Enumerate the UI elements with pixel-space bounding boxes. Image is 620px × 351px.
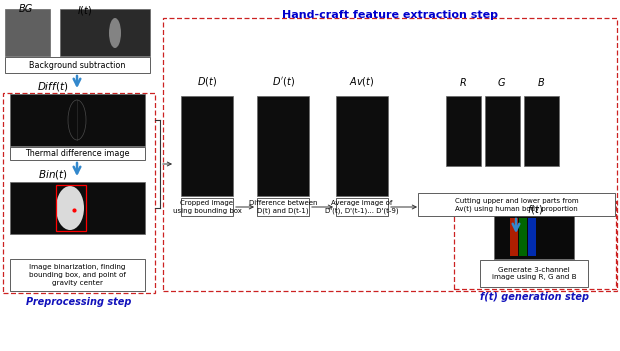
Bar [446, 96, 481, 166]
Text: $G$: $G$ [497, 76, 507, 88]
Text: Generate 3-channel
image using R, G and B: Generate 3-channel image using R, G and … [492, 267, 577, 280]
Bar [163, 18, 617, 291]
Ellipse shape [109, 18, 121, 48]
Text: Cropped image
using bounding box: Cropped image using bounding box [172, 200, 241, 214]
Bar [3, 93, 155, 293]
Text: $I(t)$: $I(t)$ [78, 4, 93, 17]
Bar [10, 147, 145, 160]
Text: $Av(t)$: $Av(t)$ [349, 75, 374, 88]
Ellipse shape [56, 186, 84, 230]
Text: Preprocessing step: Preprocessing step [26, 297, 131, 307]
Bar [181, 96, 233, 196]
Bar [56, 185, 86, 231]
Text: Average image of
D'(t), D'(t-1)... D'(t-9): Average image of D'(t), D'(t-1)... D'(t-… [325, 200, 399, 214]
Bar [10, 182, 145, 234]
Bar [494, 214, 574, 259]
Text: Hand-craft feature extraction step: Hand-craft feature extraction step [282, 10, 498, 20]
Text: $f(t)$: $f(t)$ [527, 203, 543, 216]
Bar [336, 96, 388, 196]
Bar [257, 198, 309, 216]
Bar [10, 94, 145, 146]
Text: Thermal difference image: Thermal difference image [25, 149, 130, 158]
Bar [5, 9, 50, 56]
Bar [336, 198, 388, 216]
Text: Cutting upper and lower parts from
Av(t) using human body proportion: Cutting upper and lower parts from Av(t)… [454, 198, 578, 212]
Bar [454, 201, 616, 289]
Bar [5, 57, 150, 73]
Bar [257, 96, 309, 196]
Text: Image binarization, finding
bounding box, and point of
gravity center: Image binarization, finding bounding box… [29, 265, 126, 285]
Text: Background subtraction: Background subtraction [29, 60, 126, 69]
Bar [418, 193, 615, 216]
Text: BG: BG [19, 4, 33, 14]
Bar [524, 96, 559, 166]
Bar [480, 260, 588, 287]
Text: $D(t)$: $D(t)$ [197, 75, 217, 88]
Bar [510, 218, 518, 256]
Text: $Diff(t)$: $Diff(t)$ [37, 80, 69, 93]
Text: $Bin(t)$: $Bin(t)$ [38, 168, 68, 181]
Text: $R$: $R$ [459, 76, 467, 88]
Text: Difference between
D(t) and D(t-1): Difference between D(t) and D(t-1) [249, 200, 317, 214]
Text: $D'(t)$: $D'(t)$ [272, 75, 294, 88]
Bar [519, 218, 527, 256]
Text: $B$: $B$ [537, 76, 545, 88]
Bar [485, 96, 520, 166]
Bar [10, 259, 145, 291]
Bar [60, 9, 150, 56]
Bar [181, 198, 233, 216]
Text: f(t) generation step: f(t) generation step [480, 292, 590, 302]
Bar [528, 218, 536, 256]
